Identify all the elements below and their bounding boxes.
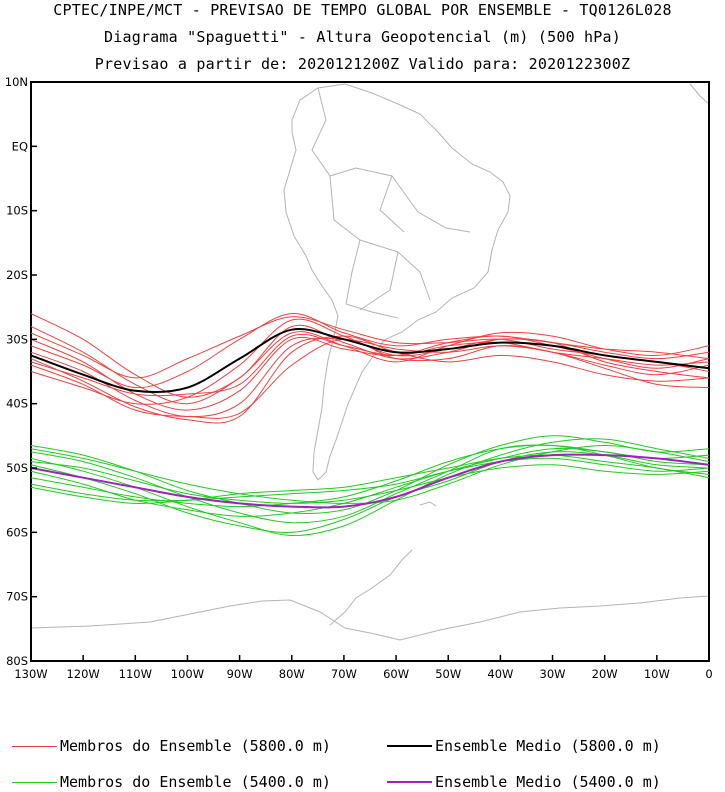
y-tick-label: 80S bbox=[6, 654, 28, 668]
x-tick-label: 60W bbox=[383, 667, 409, 681]
africa-tip bbox=[689, 83, 709, 105]
x-tick-label: 110W bbox=[119, 667, 152, 681]
series-line-membro-5400-9 bbox=[31, 461, 709, 504]
legend-swatch-red bbox=[12, 745, 57, 747]
legend-swatch-black bbox=[387, 745, 432, 747]
series-line-membro-5800-3 bbox=[31, 335, 709, 411]
plot-frame bbox=[30, 81, 710, 662]
series-line-membro-5400-8 bbox=[31, 454, 709, 504]
x-tick-label: 40W bbox=[487, 667, 513, 681]
series-layer bbox=[31, 313, 709, 537]
chart-title-line-2: Diagrama "Spaguetti" - Altura Geopotenci… bbox=[104, 28, 621, 46]
legend-item-mean-5800: Ensemble Medio (5800.0 m) bbox=[387, 737, 661, 755]
series-line-membro-5800-6 bbox=[31, 338, 709, 419]
y-tick-label: 20S bbox=[6, 268, 28, 282]
series-line-membro-5400-7 bbox=[31, 457, 709, 502]
legend-label: Membros do Ensemble (5400.0 m) bbox=[60, 773, 331, 791]
x-tick-label: 50W bbox=[435, 667, 461, 681]
chart-title-line-3: Previsao a partir de: 2020121200Z Valido… bbox=[94, 55, 631, 73]
y-tick-label: 60S bbox=[6, 525, 28, 539]
series-line-membro-5800-2 bbox=[31, 326, 709, 405]
antarctica-coast bbox=[31, 595, 709, 641]
y-tick-label: 70S bbox=[6, 590, 28, 604]
series-line-membro-5400-10 bbox=[31, 444, 709, 504]
axis-ticks: 130W 120W 110W 100W 90W 80W 70W 60W 50W 40W 30W 20W… bbox=[5, 75, 713, 681]
legend-item-members-5400: Membros do Ensemble (5400.0 m) bbox=[12, 773, 331, 791]
x-tick-label: 0 bbox=[705, 667, 712, 681]
series-line-membro-5800-7 bbox=[31, 318, 709, 405]
antarctic-peninsula bbox=[329, 549, 413, 626]
series-line-membro-5800-4 bbox=[31, 337, 709, 418]
y-tick-label: 40S bbox=[6, 397, 28, 411]
x-tick-label: 30W bbox=[540, 667, 566, 681]
y-tick-label: 10S bbox=[6, 204, 28, 218]
legend-swatch-purple bbox=[387, 781, 432, 783]
chart-title-line-1: CPTEC/INPE/MCT - PREVISAO DE TEMPO GLOBA… bbox=[53, 1, 672, 19]
country-borders bbox=[311, 87, 471, 319]
legend-label: Ensemble Medio (5400.0 m) bbox=[435, 773, 661, 791]
x-tick-label: 130W bbox=[14, 667, 47, 681]
legend-swatch-green bbox=[12, 781, 57, 783]
series-line-membro-5800-10 bbox=[31, 333, 709, 397]
x-tick-label: 90W bbox=[227, 667, 253, 681]
y-tick-label: EQ bbox=[12, 139, 28, 153]
y-tick-label: 10N bbox=[5, 75, 28, 89]
x-tick-label: 80W bbox=[279, 667, 305, 681]
plot-border bbox=[30, 81, 710, 662]
series-line-membro-5800-5 bbox=[31, 335, 709, 424]
series-line-membro-5400-2 bbox=[31, 444, 709, 524]
legend-label: Membros do Ensemble (5800.0 m) bbox=[60, 737, 331, 755]
y-tick-label: 30S bbox=[6, 332, 28, 346]
x-tick-label: 100W bbox=[171, 667, 204, 681]
x-tick-label: 120W bbox=[66, 667, 99, 681]
legend-label: Ensemble Medio (5800.0 m) bbox=[435, 737, 661, 755]
x-tick-label: 10W bbox=[644, 667, 670, 681]
x-tick-label: 70W bbox=[331, 667, 357, 681]
series-line-ensemble-medio-5400-0-m bbox=[31, 453, 709, 509]
series-line-ensemble-medio-5800-0-m bbox=[31, 328, 709, 394]
series-line-membro-5400-1 bbox=[31, 435, 709, 514]
series-line-membro-5400-4 bbox=[31, 451, 709, 533]
legend-item-members-5800: Membros do Ensemble (5800.0 m) bbox=[12, 737, 331, 755]
south-america-coast bbox=[283, 83, 511, 481]
legend-item-mean-5400: Ensemble Medio (5400.0 m) bbox=[387, 773, 661, 791]
coastline-map bbox=[31, 83, 709, 641]
x-tick-label: 20W bbox=[592, 667, 618, 681]
series-line-membro-5800-8 bbox=[31, 313, 709, 389]
south-georgia bbox=[419, 501, 437, 507]
y-tick-label: 50S bbox=[6, 461, 28, 475]
